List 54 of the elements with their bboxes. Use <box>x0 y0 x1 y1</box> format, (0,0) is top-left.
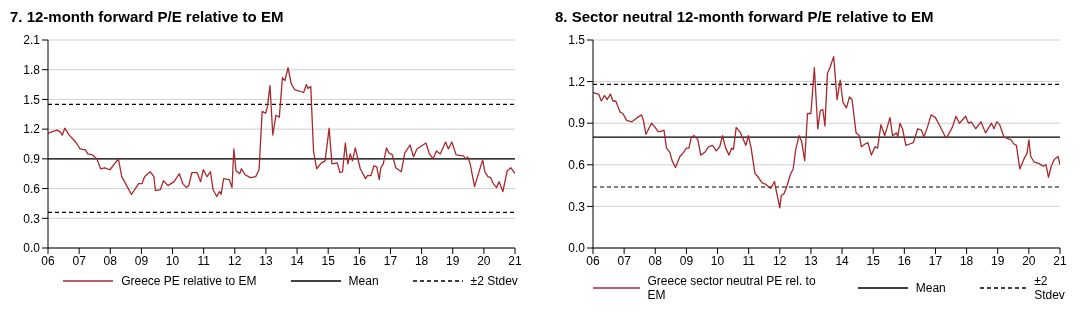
y-tick-label: 1.2 <box>568 74 586 89</box>
x-tick-label: 08 <box>648 253 663 268</box>
x-tick-label: 21 <box>508 253 522 268</box>
x-tick-label: 10 <box>165 253 180 268</box>
y-tick-label: 2.1 <box>23 33 41 48</box>
y-tick-label: 0.3 <box>23 211 41 226</box>
y-tick-label: 1.5 <box>568 33 586 48</box>
x-tick-label: 15 <box>321 253 336 268</box>
x-tick-label: 18 <box>959 253 974 268</box>
x-tick-label: 20 <box>1022 253 1036 268</box>
x-tick-label: 09 <box>679 253 694 268</box>
x-tick-label: 09 <box>134 253 149 268</box>
x-tick-label: 06 <box>586 253 600 268</box>
chart-title: 8. Sector neutral 12-month forward P/E relative to EM <box>555 8 935 27</box>
legend-label: Mean <box>915 281 946 295</box>
x-tick-label: 12 <box>228 253 242 268</box>
y-tick-label: 0.9 <box>568 116 586 131</box>
x-tick-label: 18 <box>414 253 429 268</box>
x-tick-label: 11 <box>197 253 211 268</box>
y-tick-label: 1.2 <box>23 122 41 137</box>
x-tick-label: 19 <box>991 253 1005 268</box>
x-tick-label: 17 <box>928 253 943 268</box>
x-tick-label: 10 <box>710 253 725 268</box>
x-tick-label: 14 <box>290 253 305 268</box>
x-tick-label: 16 <box>897 253 912 268</box>
x-tick-label: 15 <box>866 253 881 268</box>
y-tick-label: 0.0 <box>568 241 586 256</box>
x-tick-label: 16 <box>352 253 367 268</box>
legend-label: ±2 Stdev <box>1034 274 1066 302</box>
y-tick-label: 0.3 <box>568 199 586 214</box>
x-tick-label: 14 <box>835 253 850 268</box>
x-tick-label: 13 <box>259 253 273 268</box>
x-tick-label: 08 <box>103 253 118 268</box>
x-tick-label: 13 <box>804 253 818 268</box>
y-tick-label: 1.5 <box>23 92 41 107</box>
legend-label: Greece PE relative to EM <box>121 274 257 288</box>
x-tick-label: 11 <box>742 253 756 268</box>
y-tick-label: 0.0 <box>23 241 41 256</box>
legend-label: Mean <box>348 274 379 288</box>
x-tick-label: 20 <box>477 253 491 268</box>
x-tick-label: 12 <box>773 253 787 268</box>
y-tick-label: 0.6 <box>568 158 586 173</box>
x-tick-label: 07 <box>617 253 632 268</box>
x-tick-label: 21 <box>1053 253 1067 268</box>
y-tick-label: 0.6 <box>23 181 41 196</box>
x-tick-label: 06 <box>41 253 55 268</box>
chart-title: 7. 12-month forward P/E relative to EM <box>10 8 285 27</box>
legend-label: ±2 Stdev <box>470 274 518 288</box>
legend-label: Greece sector neutral PE rel. to EM <box>647 274 817 302</box>
x-tick-label: 17 <box>383 253 398 268</box>
y-tick-label: 1.8 <box>23 62 41 77</box>
y-tick-label: 0.9 <box>23 152 41 167</box>
x-tick-label: 07 <box>72 253 87 268</box>
x-tick-label: 19 <box>446 253 460 268</box>
